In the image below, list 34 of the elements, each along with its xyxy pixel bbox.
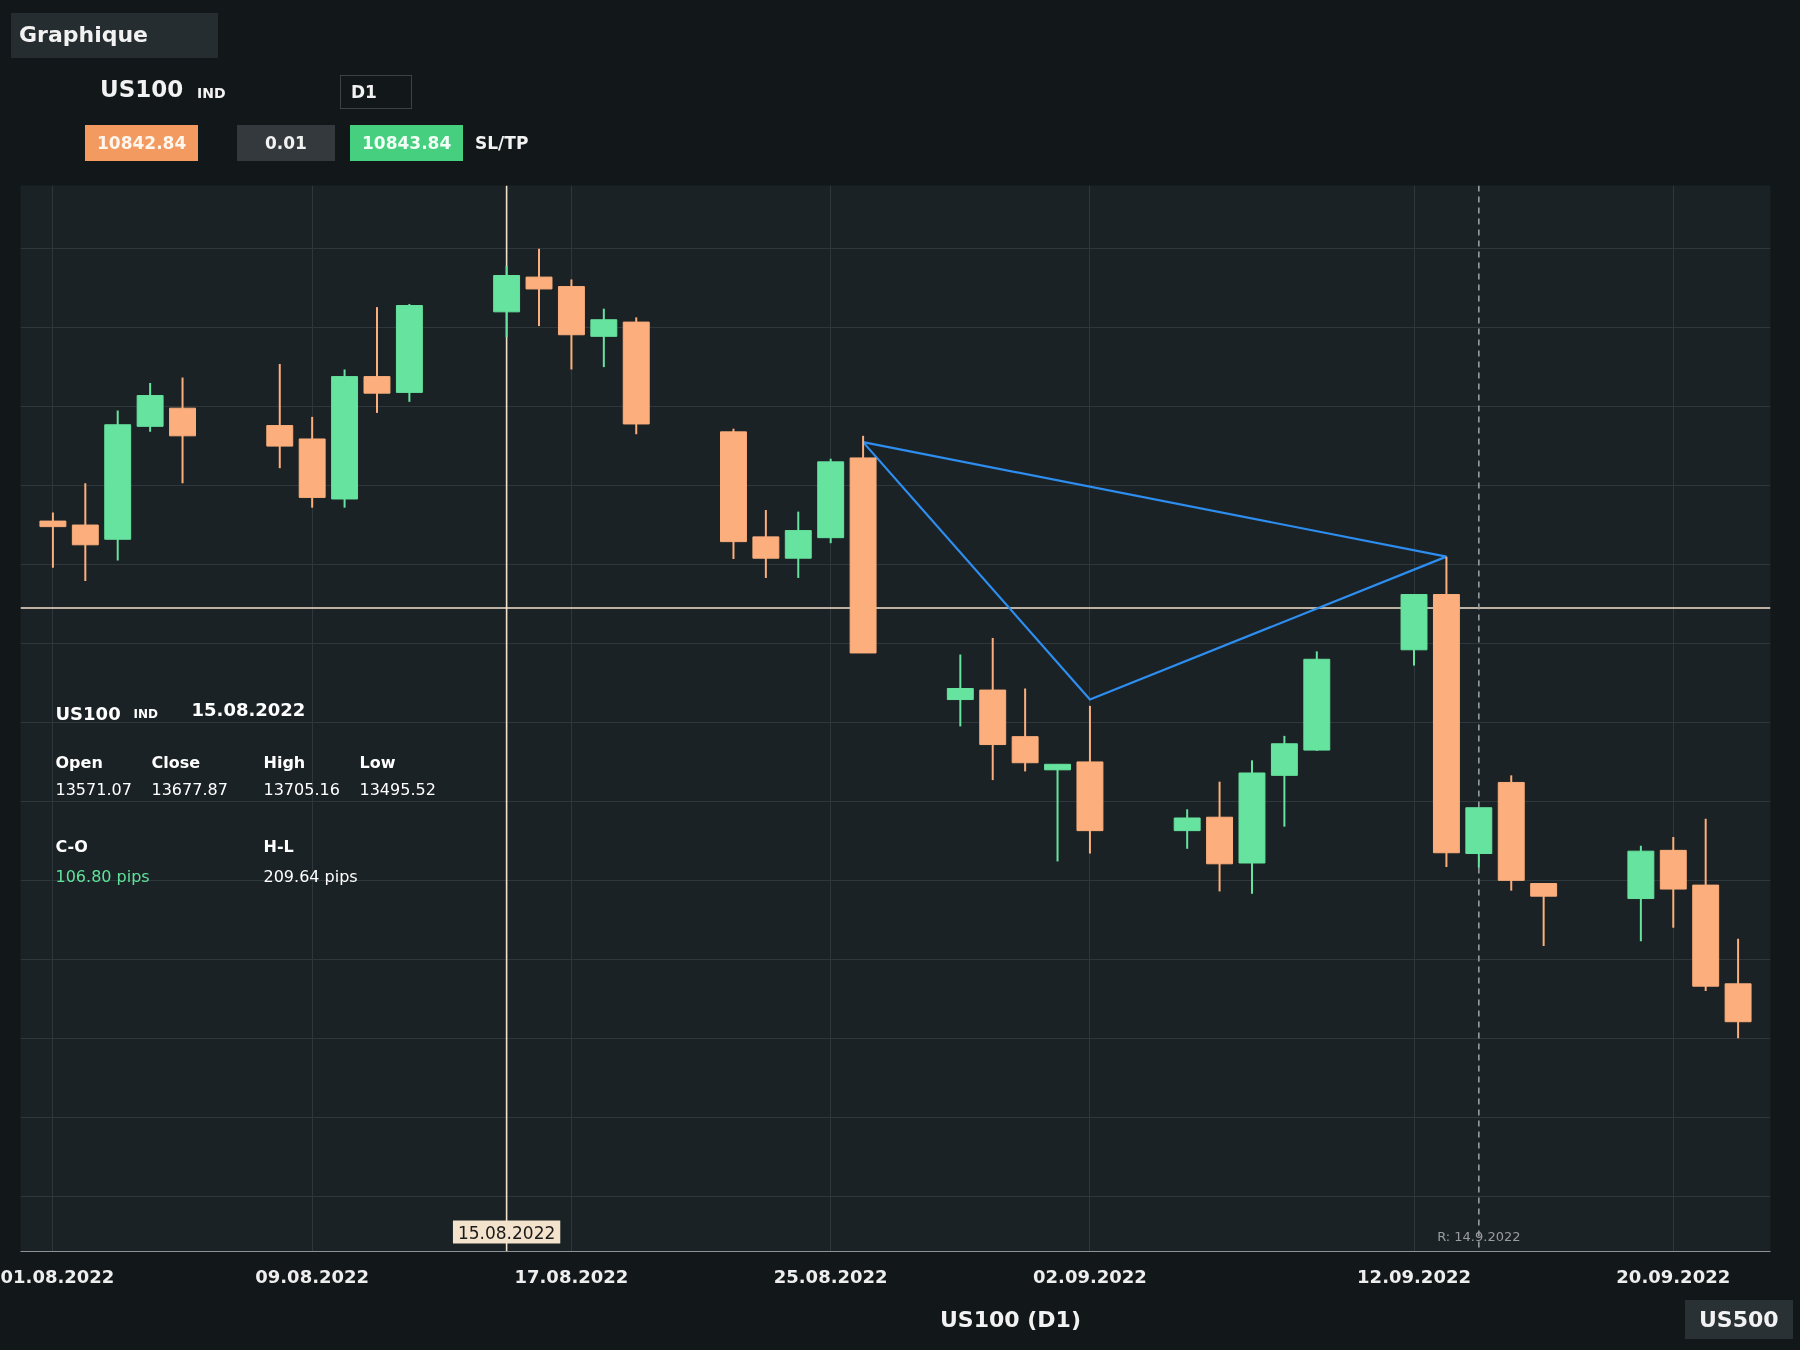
annotation: 209.64 pips [263, 866, 358, 886]
annotation: Open [55, 752, 103, 772]
x-tick-label: 01.08.2022 [0, 1265, 115, 1287]
x-tick-label: 17.08.2022 [514, 1265, 629, 1287]
x-tick-label: 25.08.2022 [773, 1265, 888, 1287]
annotation: 13705.16 [263, 779, 340, 799]
text: 10843.84 [350, 125, 464, 162]
ref-line-label: R: 14.9.2022 [1437, 1228, 1521, 1244]
annotation: 13571.07 [55, 779, 132, 799]
annotation: Low [359, 752, 396, 772]
text: SL/TP [475, 132, 529, 155]
text: US100 (D1) [940, 1306, 1081, 1334]
x-tick-label: 09.08.2022 [255, 1265, 370, 1287]
annotation: Close [151, 752, 201, 772]
text: 0.01 [237, 125, 335, 162]
text: 10842.84 [85, 125, 199, 162]
annotation: H-L [263, 836, 294, 856]
annotation: High [263, 752, 306, 772]
ref-line-label: 15.08.2022 [457, 1222, 556, 1243]
annotation: IND [133, 706, 159, 721]
annotation: US100 [55, 702, 121, 724]
annotation: C-O [55, 836, 88, 856]
annotation: 15.08.2022 [191, 698, 306, 720]
text: US500 [1685, 1300, 1793, 1340]
x-tick-label: 02.09.2022 [1033, 1265, 1147, 1287]
annotation: 13495.52 [359, 779, 436, 799]
x-tick-label: 12.09.2022 [1357, 1265, 1471, 1287]
text: Graphique [11, 13, 219, 59]
annotation: 106.80 pips [55, 866, 150, 886]
text: D1 [340, 75, 412, 110]
chart-title: US100 [100, 75, 184, 104]
x-tick-label: 20.09.2022 [1616, 1265, 1731, 1287]
annotation: 13677.87 [151, 779, 228, 799]
text: IND [197, 84, 226, 103]
